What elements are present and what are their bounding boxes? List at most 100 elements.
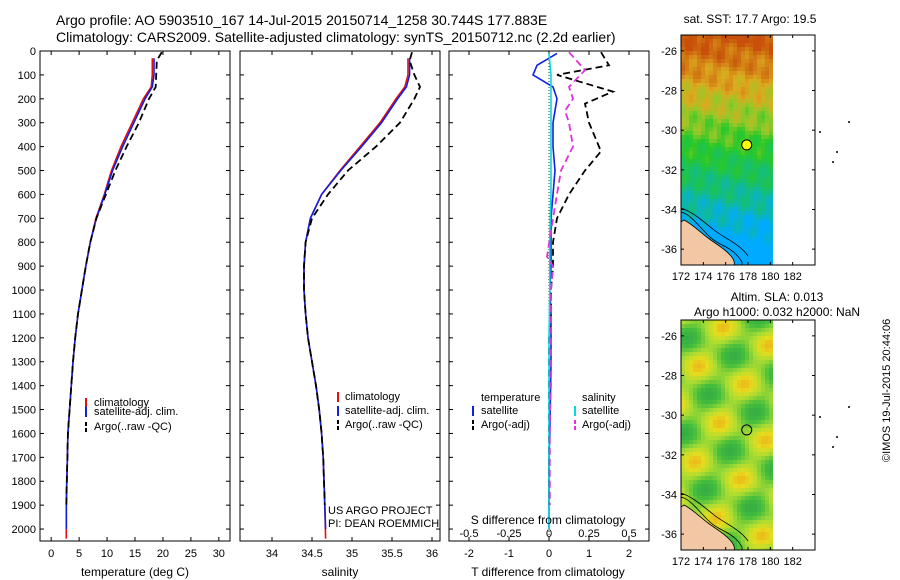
sla-cell (733, 420, 737, 424)
sla-cell (745, 452, 749, 456)
sla-cell (685, 380, 689, 384)
sla-cell (729, 320, 733, 324)
sla-cell (765, 388, 769, 392)
sst-cell (737, 67, 741, 71)
sst-cell (713, 151, 717, 155)
sla-cell (725, 520, 729, 524)
sla-cell (693, 364, 697, 368)
sst-cell (721, 75, 725, 79)
sla-cell (721, 348, 725, 352)
sst-cell (729, 215, 733, 219)
sla-cell (757, 400, 761, 404)
sla-cell (685, 404, 689, 408)
sst-cell (713, 223, 717, 227)
sst-cell (765, 143, 769, 147)
sst-cell (737, 243, 741, 247)
sla-cell (697, 512, 701, 516)
sla-cell (693, 456, 697, 460)
sst-cell (725, 199, 729, 203)
sla-cell (741, 492, 745, 496)
sst-cell (725, 163, 729, 167)
sla-cell (729, 504, 733, 508)
sst-cell (721, 147, 725, 151)
sla-cell (757, 536, 761, 540)
sla-cell (697, 384, 701, 388)
sst-cell (685, 139, 689, 143)
sst-cell (757, 103, 761, 107)
sst-cell (697, 71, 701, 75)
sla-cell (701, 368, 705, 372)
sst-cell (697, 211, 701, 215)
sst-cell (749, 215, 753, 219)
sla-cell (721, 512, 725, 516)
sst-cell (769, 147, 773, 151)
sla-cell (761, 516, 765, 520)
sla-cell (753, 456, 757, 460)
sst-cell (745, 223, 749, 227)
sla-cell (769, 388, 773, 392)
sla-lat-tick-label: -26 (661, 331, 677, 343)
sst-cell (721, 155, 725, 159)
sst-cell (721, 55, 725, 59)
sla-cell (725, 372, 729, 376)
sst-cell (717, 235, 721, 239)
sla-cell (741, 420, 745, 424)
sst-cell (733, 71, 737, 75)
sla-cell (761, 368, 765, 372)
sst-cell (689, 103, 693, 107)
sst-cell (745, 159, 749, 163)
sla-cell (765, 364, 769, 368)
sla-cell (705, 396, 709, 400)
sla-cell (757, 388, 761, 392)
sst-cell (741, 71, 745, 75)
sst-cell (725, 215, 729, 219)
sst-cell (745, 87, 749, 91)
sst-cell (765, 207, 769, 211)
sla-cell (701, 472, 705, 476)
sla-cell (713, 504, 717, 508)
sla-cell (765, 352, 769, 356)
sla-cell (725, 516, 729, 520)
sla-cell (685, 472, 689, 476)
sla-cell (729, 368, 733, 372)
sst-cell (729, 251, 733, 255)
sst-cell (701, 143, 705, 147)
sla-cell (741, 448, 745, 452)
sla-cell (697, 508, 701, 512)
sst-cell (721, 187, 725, 191)
sst-cell (753, 159, 757, 163)
sst-cell (725, 159, 729, 163)
sla-cell (769, 420, 773, 424)
temperature-tick-label: 10 (101, 548, 113, 560)
sla-cell (681, 384, 685, 388)
sla-cell (749, 388, 753, 392)
sla-cell (757, 392, 761, 396)
sst-lon-tick-label: 182 (783, 271, 801, 283)
sst-cell (681, 131, 685, 135)
sst-cell (705, 63, 709, 67)
sla-cell (769, 424, 773, 428)
sla-cell (757, 464, 761, 468)
sla-cell (725, 368, 729, 372)
sla-cell (745, 520, 749, 524)
sst-cell (761, 51, 765, 55)
sla-cell (721, 496, 725, 500)
sla-cell (729, 396, 733, 400)
sla-cell (713, 324, 717, 328)
sst-cell (697, 139, 701, 143)
sla-cell (741, 484, 745, 488)
sla-cell (737, 460, 741, 464)
sla-cell (701, 480, 705, 484)
sst-cell (765, 179, 769, 183)
sst-cell (693, 119, 697, 123)
sst-cell (741, 243, 745, 247)
sst-cell (741, 179, 745, 183)
sst-cell (761, 143, 765, 147)
sst-cell (681, 83, 685, 87)
sst-cell (685, 63, 689, 67)
sst-cell (693, 171, 697, 175)
sla-cell (733, 328, 737, 332)
sst-cell (737, 95, 741, 99)
sla-cell (713, 500, 717, 504)
sst-cell (721, 199, 725, 203)
